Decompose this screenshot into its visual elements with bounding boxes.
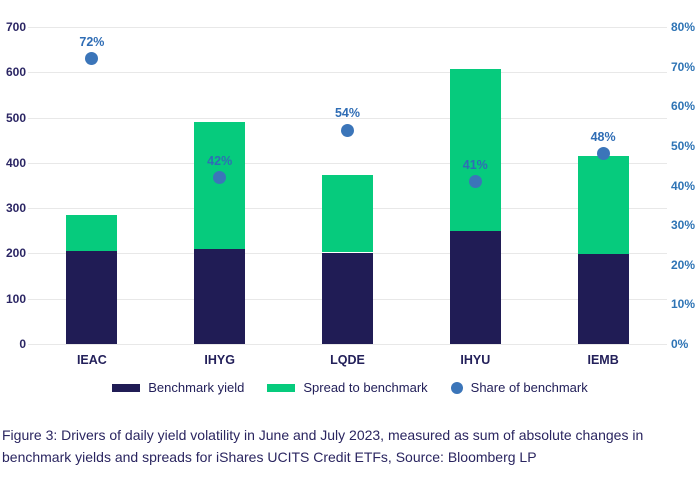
- left-axis-tick: 200: [5, 246, 26, 261]
- category-label: IEMB: [587, 353, 619, 367]
- right-axis-tick: 40%: [671, 178, 696, 193]
- bar-segment-spread: [449, 68, 501, 231]
- share-dot: [596, 147, 610, 161]
- share-dot-label: 41%: [462, 157, 488, 172]
- bar-segment-benchmark-yield: [322, 252, 373, 344]
- share-dot: [341, 123, 354, 137]
- share-dot-label: 72%: [79, 34, 105, 49]
- legend-label-spread: Spread to benchmark: [303, 380, 428, 395]
- benchmark-yield-swatch-icon: [112, 383, 141, 392]
- gridline: [28, 72, 667, 74]
- legend-item-share: Share of benchmark: [450, 380, 588, 395]
- category-label: IHYU: [460, 353, 491, 367]
- left-axis-tick: 100: [5, 291, 26, 306]
- share-dot: [468, 175, 482, 188]
- bar-segment-benchmark-yield: [577, 253, 629, 344]
- legend-item-spread: Spread to benchmark: [267, 380, 428, 395]
- right-axis-tick: 10%: [671, 297, 696, 312]
- legend-label-benchmark-yield: Benchmark yield: [148, 380, 245, 395]
- figure-caption: Figure 3: Drivers of daily yield volatil…: [2, 427, 644, 465]
- bar-segment-spread: [66, 214, 118, 252]
- bar-segment-benchmark-yield: [66, 251, 118, 344]
- left-axis-tick: 300: [5, 201, 26, 216]
- right-axis-tick: 70%: [671, 59, 696, 74]
- right-axis-tick: 60%: [671, 99, 696, 114]
- share-dot-label: 54%: [334, 106, 361, 120]
- right-axis-tick: 30%: [671, 218, 696, 233]
- bar-segment-spread: [577, 156, 629, 254]
- right-axis-tick: 0%: [671, 337, 689, 351]
- bar-segment-benchmark-yield: [194, 248, 246, 344]
- bar-segment-spread: [194, 122, 246, 249]
- share-dot: [213, 171, 227, 185]
- spread-to-benchmark-swatch-icon: [267, 383, 296, 392]
- left-axis-tick: 700: [5, 20, 26, 34]
- legend-label-share: Share of benchmark: [470, 380, 588, 395]
- category-label: IHYG: [204, 353, 235, 367]
- gridline: [28, 162, 667, 164]
- right-axis-tick: 20%: [671, 257, 696, 272]
- legend-item-benchmark-yield: Benchmark yield: [112, 380, 244, 395]
- share-dot: [85, 52, 99, 66]
- category-label: IEAC: [76, 353, 107, 367]
- share-dot-label: 42%: [207, 153, 233, 168]
- right-axis-tick: 80%: [671, 20, 696, 34]
- gridline: [28, 344, 667, 345]
- gridline: [28, 27, 667, 28]
- right-axis-tick: 50%: [671, 138, 696, 153]
- chart-legend: Benchmark yield Spread to benchmark Shar…: [0, 380, 700, 395]
- chart-plot-area: 0 100 200 300 400 500 600 700 0% 10% 20% 30% 40% 50% 6…: [5, 20, 696, 367]
- category-label: LQDE: [330, 353, 365, 367]
- share-dot-label: 48%: [590, 129, 616, 144]
- bar-segment-spread: [322, 174, 373, 253]
- gridline: [28, 117, 667, 119]
- share-of-benchmark-dot-icon: [450, 381, 463, 394]
- left-axis-tick: 500: [5, 110, 26, 125]
- left-axis-tick: 0: [19, 337, 26, 351]
- bar-segment-benchmark-yield: [449, 230, 501, 344]
- left-axis-tick: 400: [5, 155, 26, 170]
- left-axis-tick: 600: [5, 65, 26, 80]
